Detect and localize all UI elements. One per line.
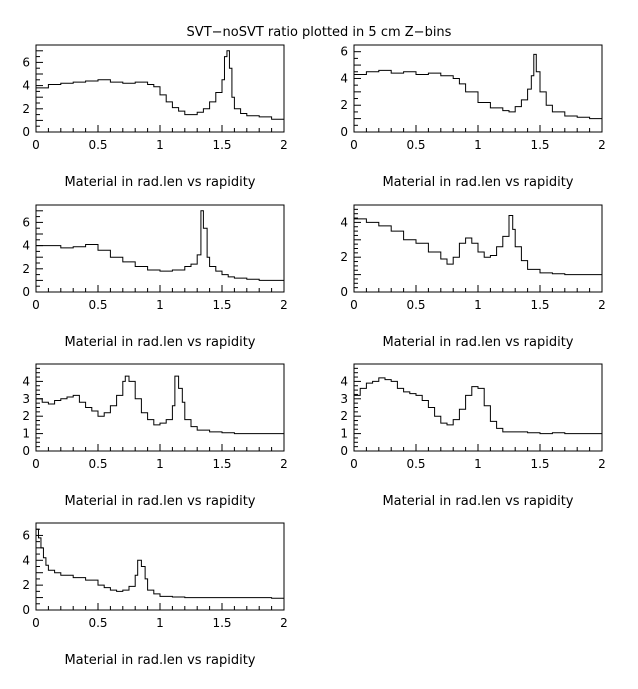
plot-frame bbox=[353, 44, 603, 133]
x-tick-label: 1 bbox=[474, 457, 482, 471]
y-tick-label: 3 bbox=[22, 392, 30, 406]
histogram-series bbox=[36, 528, 284, 599]
plot-frame bbox=[353, 363, 603, 452]
x-tick-label: 0 bbox=[32, 616, 40, 630]
plot-panel-7: 0 0.5 1 1.5 2 0 2 4 6 Material in rad.len vs rapi… bbox=[22, 522, 288, 668]
plot-panel-3: 0 0.5 1 1.5 2 0 2 4 6 Material in rad.len vs rapi… bbox=[22, 204, 288, 350]
x-axis-label: Material in rad.len vs rapidity bbox=[382, 494, 573, 509]
x-tick-label: 2 bbox=[598, 457, 606, 471]
x-tick-label: 1.5 bbox=[530, 138, 549, 152]
plot-panel-6: 0 0.5 1 1.5 2 0 1 2 3 4 Material in rad.len vs rap… bbox=[340, 363, 606, 509]
x-tick-label: 1 bbox=[156, 298, 164, 312]
y-tick-label: 2 bbox=[22, 409, 30, 423]
y-tick-label: 6 bbox=[340, 45, 348, 59]
x-tick-label: 0 bbox=[32, 138, 40, 152]
y-tick-label: 2 bbox=[340, 250, 348, 264]
x-axis-label: Material in rad.len vs rapidity bbox=[382, 175, 573, 190]
y-tick-label: 4 bbox=[22, 553, 30, 567]
y-tick-label: 0 bbox=[22, 444, 30, 458]
x-tick-label: 0.5 bbox=[406, 138, 425, 152]
y-tick-label: 1 bbox=[22, 427, 30, 441]
x-axis-label: Material in rad.len vs rapidity bbox=[64, 494, 255, 509]
plot-frame bbox=[35, 522, 285, 611]
y-tick-label: 4 bbox=[340, 71, 348, 85]
x-tick-label: 0 bbox=[350, 298, 358, 312]
y-tick-label: 0 bbox=[340, 285, 348, 299]
x-tick-label: 0 bbox=[350, 138, 358, 152]
y-tick-label: 2 bbox=[22, 102, 30, 116]
y-tick-label: 4 bbox=[22, 239, 30, 253]
y-tick-label: 4 bbox=[340, 215, 348, 229]
histogram-series bbox=[354, 377, 602, 435]
x-tick-label: 0.5 bbox=[406, 457, 425, 471]
x-tick-label: 1.5 bbox=[530, 457, 549, 471]
y-tick-label: 6 bbox=[22, 215, 30, 229]
x-tick-label: 1.5 bbox=[212, 138, 231, 152]
y-tick-label: 6 bbox=[22, 55, 30, 69]
histogram-series bbox=[36, 50, 284, 120]
x-tick-label: 0 bbox=[350, 457, 358, 471]
x-tick-label: 1.5 bbox=[212, 457, 231, 471]
x-tick-label: 1 bbox=[156, 616, 164, 630]
x-tick-label: 1 bbox=[474, 298, 482, 312]
y-tick-label: 0 bbox=[22, 603, 30, 617]
x-axis-label: Material in rad.len vs rapidity bbox=[64, 335, 255, 350]
y-tick-label: 0 bbox=[340, 444, 348, 458]
x-tick-label: 2 bbox=[598, 138, 606, 152]
histogram-series bbox=[36, 375, 284, 435]
x-tick-label: 2 bbox=[280, 138, 288, 152]
x-tick-label: 1 bbox=[156, 457, 164, 471]
y-tick-label: 4 bbox=[340, 374, 348, 388]
x-tick-label: 2 bbox=[280, 457, 288, 471]
x-axis-label: Material in rad.len vs rapidity bbox=[382, 335, 573, 350]
x-tick-label: 1.5 bbox=[212, 298, 231, 312]
y-tick-label: 4 bbox=[22, 79, 30, 93]
plot-panel-4: 0 0.5 1 1.5 2 0 2 4 Material in rad.len vs rapid… bbox=[340, 204, 606, 350]
histogram-series bbox=[354, 214, 602, 276]
y-tick-label: 0 bbox=[22, 285, 30, 299]
chart-title: SVT−noSVT ratio plotted in 5 cm Z−bins bbox=[187, 25, 452, 40]
x-tick-label: 0.5 bbox=[88, 138, 107, 152]
plot-panel-5: 0 0.5 1 1.5 2 0 1 2 3 4 Material in rad.len vs rap… bbox=[22, 363, 288, 509]
x-tick-label: 1 bbox=[156, 138, 164, 152]
x-tick-label: 2 bbox=[280, 298, 288, 312]
x-tick-label: 0.5 bbox=[88, 298, 107, 312]
y-tick-label: 2 bbox=[22, 578, 30, 592]
x-tick-label: 0 bbox=[32, 457, 40, 471]
x-tick-label: 2 bbox=[598, 298, 606, 312]
x-tick-label: 2 bbox=[280, 616, 288, 630]
x-tick-label: 0.5 bbox=[88, 616, 107, 630]
x-tick-label: 1.5 bbox=[530, 298, 549, 312]
y-tick-label: 2 bbox=[340, 98, 348, 112]
x-axis-label: Material in rad.len vs rapidity bbox=[64, 653, 255, 668]
x-tick-label: 1 bbox=[474, 138, 482, 152]
y-tick-label: 0 bbox=[22, 125, 30, 139]
y-tick-label: 1 bbox=[340, 427, 348, 441]
y-tick-label: 4 bbox=[22, 374, 30, 388]
histogram-series bbox=[36, 210, 284, 281]
y-tick-label: 6 bbox=[22, 528, 30, 542]
y-tick-label: 3 bbox=[340, 392, 348, 406]
y-tick-label: 0 bbox=[340, 125, 348, 139]
histogram-series bbox=[354, 53, 602, 120]
plot-panel-2: 0 0.5 1 1.5 2 0 2 4 6 Material in rad.len vs rapi… bbox=[340, 44, 606, 190]
x-tick-label: 0.5 bbox=[406, 298, 425, 312]
x-tick-label: 0 bbox=[32, 298, 40, 312]
plot-panel-1: 0 0.5 1 1.5 2 0 2 4 6 Material in rad.len vs rapi… bbox=[22, 44, 288, 190]
x-tick-label: 0.5 bbox=[88, 457, 107, 471]
plot-frame bbox=[35, 363, 285, 452]
y-tick-label: 2 bbox=[22, 262, 30, 276]
x-axis-label: Material in rad.len vs rapidity bbox=[64, 175, 255, 190]
y-tick-label: 2 bbox=[340, 409, 348, 423]
x-tick-label: 1.5 bbox=[212, 616, 231, 630]
